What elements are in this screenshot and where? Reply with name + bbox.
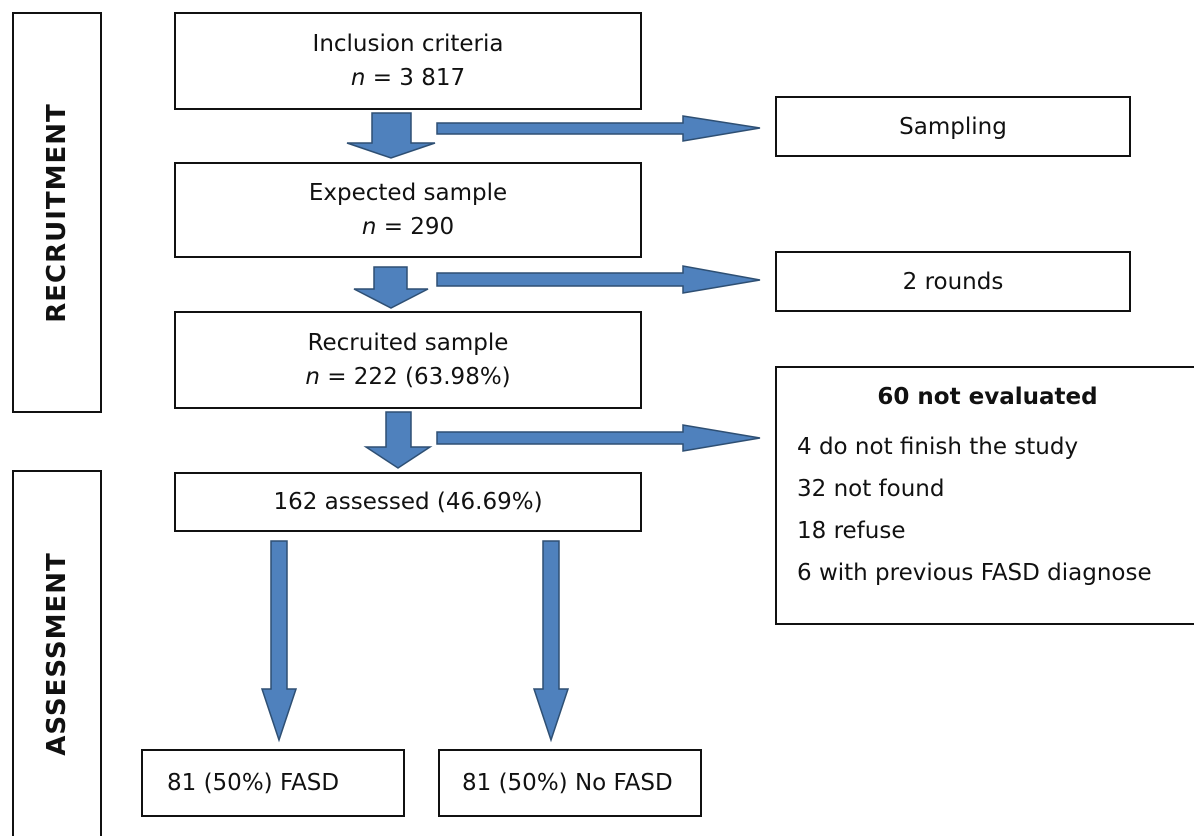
inclusion-criteria-title: Inclusion criteria [312, 31, 504, 57]
not-evaluated-item: 18 refuse [797, 518, 906, 544]
assessment-label-box: ASSESSMENT [12, 470, 102, 836]
right-arrow-sampling [436, 115, 761, 142]
recruited-sample-n: n = 222 (63.98%) [305, 364, 511, 390]
rounds-text: 2 rounds [902, 268, 1004, 295]
sampling-text: Sampling [899, 113, 1007, 140]
recruited-sample-title: Recruited sample [307, 330, 509, 356]
assessed-text: 162 assessed (46.69%) [273, 489, 543, 515]
no-fasd-text: 81 (50%) No FASD [462, 770, 673, 796]
down-arrow-no-fasd [532, 540, 570, 743]
not-evaluated-box: 60 not evaluated 4 do not finish the stu… [775, 366, 1194, 625]
not-evaluated-item: 6 with previous FASD diagnose [797, 560, 1152, 586]
down-arrow-fasd [260, 540, 298, 743]
expected-sample-box: Expected sample n = 290 [174, 162, 642, 258]
sampling-box: Sampling [775, 96, 1131, 157]
fasd-box: 81 (50%) FASD [141, 749, 405, 817]
down-arrow-2 [353, 266, 429, 309]
rounds-box: 2 rounds [775, 251, 1131, 312]
assessed-box: 162 assessed (46.69%) [174, 472, 642, 532]
not-evaluated-title: 60 not evaluated [877, 384, 1098, 410]
down-arrow-1 [346, 112, 436, 159]
right-arrow-not-evaluated [436, 424, 761, 452]
inclusion-criteria-n: n = 3 817 [350, 65, 466, 91]
not-evaluated-item: 32 not found [797, 476, 945, 502]
expected-sample-title: Expected sample [308, 180, 508, 206]
fasd-text: 81 (50%) FASD [167, 770, 340, 796]
right-arrow-rounds [436, 265, 761, 294]
no-fasd-box: 81 (50%) No FASD [438, 749, 702, 817]
recruitment-label-box: RECRUITMENT [12, 12, 102, 413]
inclusion-criteria-box: Inclusion criteria n = 3 817 [174, 12, 642, 110]
not-evaluated-item: 4 do not finish the study [797, 434, 1079, 460]
recruited-sample-box: Recruited sample n = 222 (63.98%) [174, 311, 642, 409]
expected-sample-n: n = 290 [361, 214, 455, 240]
down-arrow-3 [363, 411, 433, 469]
